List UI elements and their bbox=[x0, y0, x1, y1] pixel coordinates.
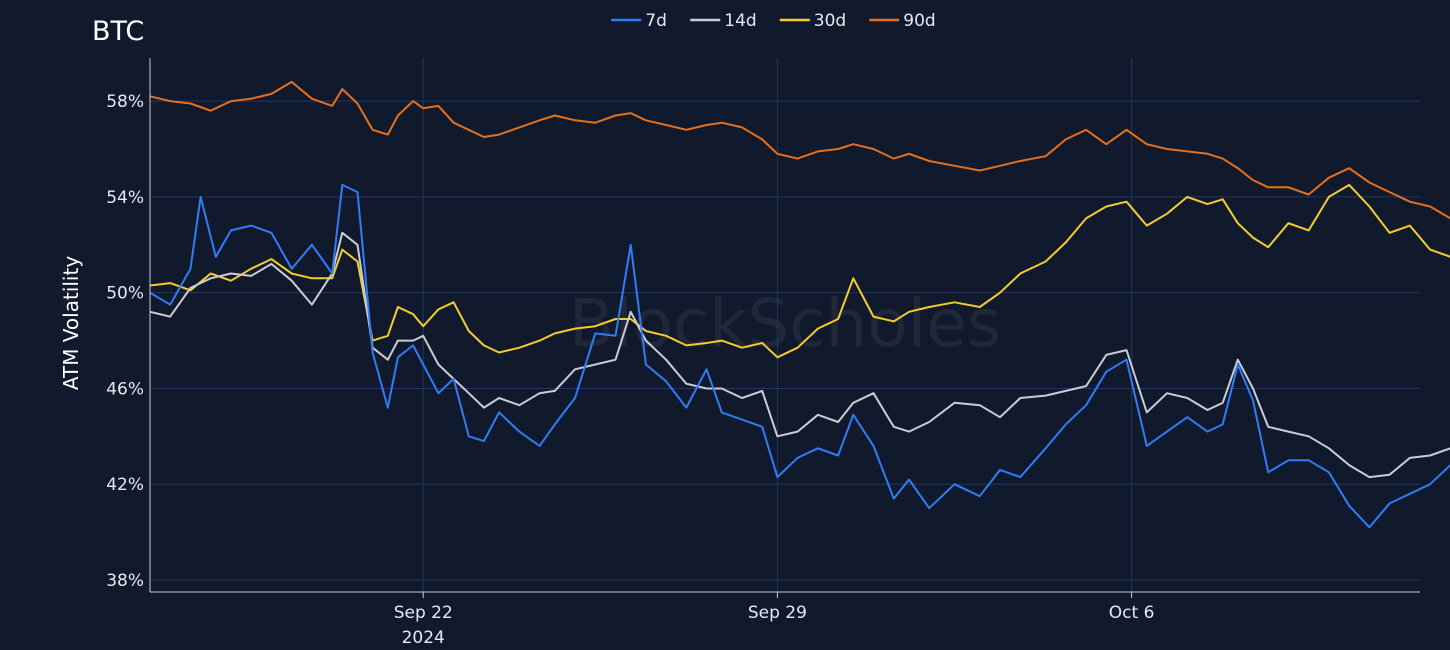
gridlines bbox=[150, 58, 1420, 592]
series-line-7d bbox=[149, 183, 1450, 529]
series-line-14d bbox=[149, 231, 1450, 479]
legend: 7d 14d 30d 90d bbox=[611, 11, 936, 31]
y-axis-title: ATM Volatility bbox=[59, 256, 83, 390]
series-line-30d bbox=[149, 183, 1450, 359]
x-tick-label-1: Sep 29 bbox=[748, 603, 807, 623]
chart-title: BTC bbox=[92, 16, 144, 47]
y-tick-label-46: 46% bbox=[106, 379, 144, 399]
y-tick-label-50: 50% bbox=[106, 284, 144, 304]
x-tick-sublabel-0: 2024 bbox=[402, 628, 445, 648]
y-tick-label-54: 54% bbox=[106, 188, 144, 208]
series-line-90d bbox=[149, 80, 1450, 220]
legend-label-30d[interactable]: 30d bbox=[814, 11, 846, 31]
y-tick-label-38: 38% bbox=[106, 571, 144, 591]
legend-label-14d[interactable]: 14d bbox=[724, 11, 756, 31]
legend-label-90d[interactable]: 90d bbox=[903, 11, 935, 31]
watermark: BlockScholes bbox=[569, 285, 1001, 362]
series-lines bbox=[149, 80, 1450, 529]
y-tick-label-42: 42% bbox=[106, 475, 144, 495]
y-tick-label-58: 58% bbox=[106, 92, 144, 112]
legend-label-7d[interactable]: 7d bbox=[645, 11, 667, 31]
x-tick-label-2: Oct 6 bbox=[1109, 603, 1155, 623]
x-tick-label-0: Sep 22 bbox=[394, 603, 453, 623]
